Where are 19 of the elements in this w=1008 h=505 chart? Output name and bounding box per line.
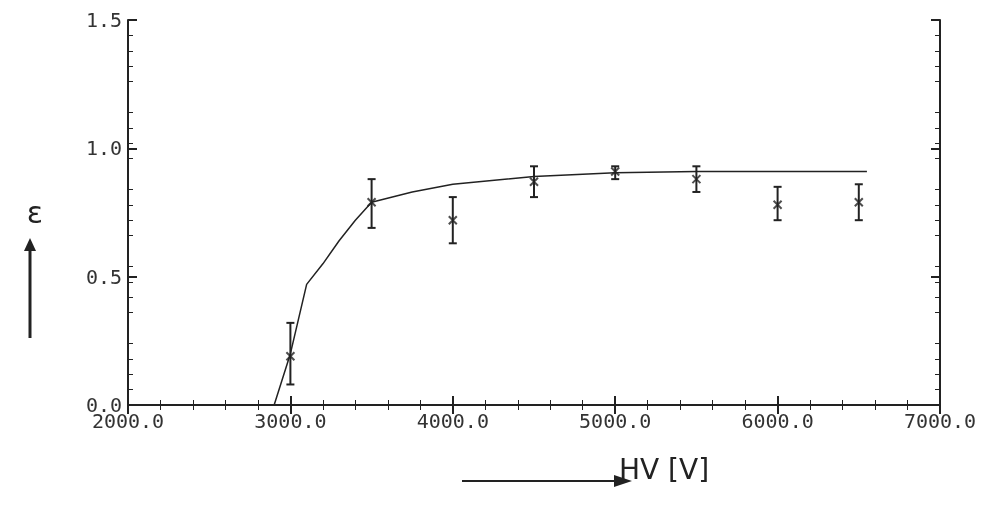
point xyxy=(772,199,783,210)
point xyxy=(691,174,702,185)
point xyxy=(853,197,864,208)
point xyxy=(366,197,377,208)
x-tick-label: 6000.0 xyxy=(741,409,814,433)
x-axis-title: HV [V] xyxy=(618,452,710,486)
y-tick-label: 1.5 xyxy=(85,8,122,32)
point xyxy=(285,351,296,362)
y-tick-label: 1.0 xyxy=(85,136,122,161)
y-axis-title: ε xyxy=(26,195,43,230)
y-tick-label: 0.5 xyxy=(85,264,122,289)
x-tick-label: 3000.0 xyxy=(254,409,327,433)
point xyxy=(447,215,458,226)
x-tick-label: 5000.0 xyxy=(579,409,652,433)
line-series xyxy=(273,170,868,406)
point xyxy=(529,176,539,187)
point xyxy=(610,166,621,177)
x-tick-label: 4000.0 xyxy=(416,409,489,433)
x-tick-label: 7000.0 xyxy=(903,409,977,433)
